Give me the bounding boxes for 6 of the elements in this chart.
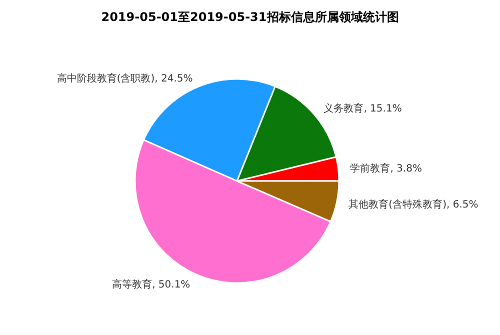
slice-label: 义务教育, 15.1% <box>324 102 402 115</box>
slice-label: 高等教育, 50.1% <box>112 278 190 291</box>
slice-label: 学前教育, 3.8% <box>350 162 422 175</box>
slice-label: 其他教育(含特殊教育), 6.5% <box>348 198 478 211</box>
slice-label: 高中阶段教育(含职教), 24.5% <box>56 72 193 84</box>
chart-title: 2019-05-01至2019-05-31招标信息所属领域统计图 <box>101 10 399 24</box>
